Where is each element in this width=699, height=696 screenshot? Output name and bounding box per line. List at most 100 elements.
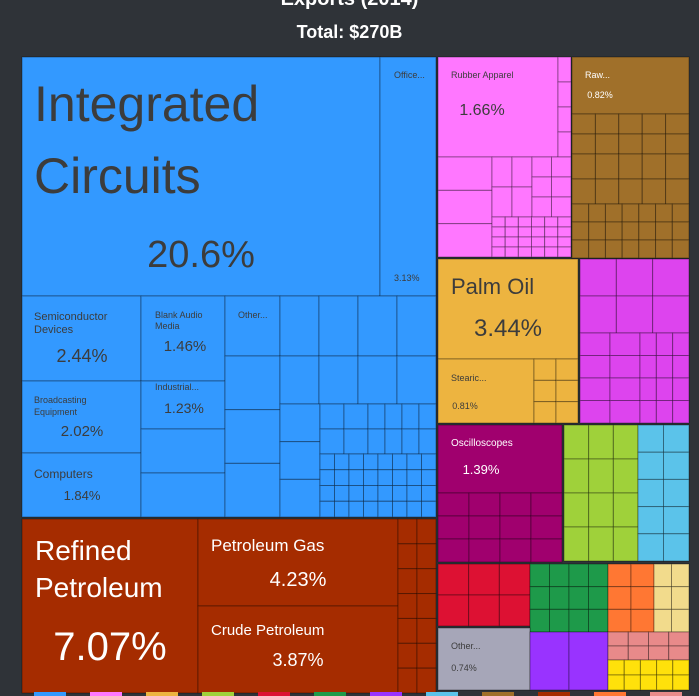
tile-red-small-cell[interactable] [397, 593, 418, 619]
tile-brown-small-cell[interactable] [618, 153, 643, 180]
tile-blue-other-cell[interactable] [377, 500, 393, 518]
tile-grey-other[interactable] [437, 627, 531, 691]
tile-yellow-small-cell[interactable] [607, 674, 625, 691]
tile-green-small-cell[interactable] [549, 563, 570, 588]
tile-brown-small-cell[interactable] [638, 221, 657, 241]
tile-brown-small-cell[interactable] [588, 221, 606, 241]
tile-blue-other-cell[interactable] [279, 403, 321, 443]
tile-salmon-small-cell[interactable] [627, 631, 649, 647]
tile-pink-small-cell[interactable] [491, 246, 506, 258]
tile-lime-small-cell[interactable] [612, 458, 639, 494]
tile-purple-small-cell[interactable] [468, 492, 501, 517]
tile-brown-small-cell[interactable] [618, 178, 643, 205]
tile-blue-other-cell[interactable] [401, 428, 420, 455]
tile-blue-other-cell[interactable] [334, 500, 350, 518]
tile-brown-small-cell[interactable] [604, 203, 623, 223]
tile-blue-other-cell[interactable] [319, 469, 335, 486]
tile-blue-other-cell[interactable] [421, 500, 437, 518]
tile-blue-other[interactable] [224, 295, 281, 357]
tile-red-small-cell[interactable] [416, 593, 437, 619]
tile-red-small-cell[interactable] [416, 518, 437, 545]
tile-blue-other-cell[interactable] [418, 403, 437, 430]
legend-strip-swatch[interactable] [482, 692, 514, 696]
tile-cyan-small-cell[interactable] [663, 533, 690, 562]
tile-blue-other-cell[interactable] [279, 355, 320, 405]
legend-strip-swatch[interactable] [146, 692, 178, 696]
tile-semiconductor-devices[interactable] [21, 295, 142, 382]
tile-blue-other-cell[interactable] [224, 355, 281, 411]
tile-brown-small-cell[interactable] [571, 221, 590, 241]
tile-lime-small-cell[interactable] [563, 458, 590, 494]
tile-magenta-small-cell[interactable] [609, 355, 641, 379]
tile-green-small-cell[interactable] [568, 563, 589, 588]
tile-brown-small-cell[interactable] [571, 133, 596, 155]
tile-magenta-small-cell[interactable] [672, 332, 690, 356]
tile-pink-small-cell[interactable] [531, 196, 552, 218]
tile-pink-small-cell[interactable] [491, 156, 513, 188]
tile-blue-other-cell[interactable] [348, 453, 364, 471]
tile-industrial[interactable] [140, 380, 226, 430]
tile-brown-small-cell[interactable] [618, 133, 643, 155]
tile-red-small-cell[interactable] [416, 543, 437, 570]
tile-blue-other-cell[interactable] [224, 409, 281, 464]
tile-blue-other-cell[interactable] [377, 453, 393, 471]
tile-magenta-small-cell[interactable] [615, 258, 654, 297]
tile-magenta-small-cell[interactable] [655, 400, 674, 424]
tile-blue-other-cell[interactable] [348, 469, 364, 486]
legend-strip-swatch[interactable] [258, 692, 290, 696]
tile-pink-small-cell[interactable] [544, 226, 559, 238]
tile-blue-other-cell[interactable] [406, 469, 422, 486]
tile-blue-other-cell[interactable] [318, 295, 359, 357]
tile-blue-other-cell[interactable] [279, 478, 321, 518]
tile-magenta-small-cell[interactable] [639, 377, 657, 401]
tile-brown-small-cell[interactable] [671, 203, 690, 223]
tile-pink-small-cell[interactable] [491, 226, 506, 238]
tile-blue-other-cell[interactable] [421, 453, 437, 471]
tile-cream-small-cell[interactable] [653, 586, 672, 610]
legend-strip-swatch[interactable] [34, 692, 66, 696]
tile-purple-small-cell[interactable] [499, 492, 532, 517]
tile-refined-petroleum[interactable] [21, 518, 199, 694]
tile-brown-small-cell[interactable] [588, 203, 606, 223]
tile-raw[interactable] [571, 56, 690, 115]
tile-blue-other-cell[interactable] [367, 403, 386, 430]
tile-oscilloscopes[interactable] [437, 424, 563, 494]
tile-yellow-small-cell[interactable] [639, 659, 658, 676]
tile-pink-small-cell[interactable] [544, 236, 559, 248]
tile-pink-small-cell[interactable] [531, 156, 552, 178]
tile-brown-small-cell[interactable] [665, 113, 690, 135]
tile-pink-small-cell[interactable] [511, 186, 533, 218]
tile-crimson-small-cell[interactable] [498, 594, 531, 627]
tile-crimson-small-cell[interactable] [437, 594, 470, 627]
tile-blue-other-cell[interactable] [392, 469, 408, 486]
tile-blue-other-cell[interactable] [363, 500, 379, 518]
tile-violet-small-cell[interactable] [529, 631, 570, 691]
tile-yellow-small-cell[interactable] [672, 674, 690, 691]
tile-cyan-small-cell[interactable] [663, 478, 690, 508]
tile-purple-small-cell[interactable] [530, 492, 563, 517]
tile-blue-other-cell[interactable] [319, 453, 335, 471]
tile-office[interactable] [379, 56, 437, 297]
tile-salmon-small-cell[interactable] [607, 631, 629, 647]
tile-blue-other-cell[interactable] [363, 453, 379, 471]
tile-pink-small-cell[interactable] [557, 246, 572, 258]
tile-yellow-small-cell[interactable] [623, 659, 641, 676]
tile-magenta-small-cell[interactable] [609, 377, 641, 401]
tile-yellow-small-cell[interactable] [623, 674, 641, 691]
tile-cyan-small-cell[interactable] [637, 533, 664, 562]
tile-pink-small-cell[interactable] [437, 156, 493, 191]
legend-strip-swatch[interactable] [594, 692, 626, 696]
tile-pink-small-cell[interactable] [504, 236, 519, 248]
tile-pink-small-cell[interactable] [504, 216, 519, 228]
legend-strip-swatch[interactable] [650, 692, 682, 696]
tile-orange-small-cell[interactable] [630, 608, 655, 633]
tile-lime-small-cell[interactable] [563, 526, 590, 562]
tile-blue-other-cell[interactable] [348, 500, 364, 518]
tile-purple-small-cell[interactable] [499, 538, 532, 563]
tile-blue-other-cell[interactable] [334, 453, 350, 471]
tile-cream-small-cell[interactable] [671, 586, 690, 610]
tile-pink-small-cell[interactable] [557, 236, 572, 248]
tile-blue-other-cell[interactable] [334, 469, 350, 486]
tile-blue-other-cell[interactable] [406, 485, 422, 502]
tile-lime-small-cell[interactable] [588, 424, 614, 460]
